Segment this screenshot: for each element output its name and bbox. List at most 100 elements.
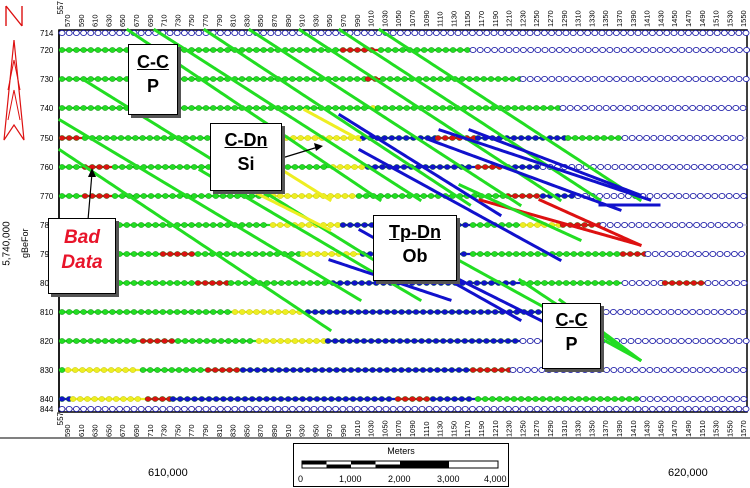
station bbox=[328, 251, 335, 257]
station bbox=[130, 280, 138, 286]
line-label: 760 bbox=[40, 163, 54, 172]
empty-station bbox=[689, 192, 697, 200]
station bbox=[405, 309, 412, 315]
empty-station bbox=[728, 405, 736, 413]
ruler-bottom-tick: 1170 bbox=[463, 421, 472, 437]
empty-station bbox=[621, 221, 629, 229]
empty-station bbox=[490, 405, 498, 413]
empty-station bbox=[660, 192, 668, 200]
station bbox=[271, 280, 278, 286]
empty-station bbox=[317, 29, 325, 37]
empty-station bbox=[566, 104, 574, 112]
empty-station bbox=[65, 405, 73, 413]
empty-station bbox=[461, 29, 469, 37]
easting-label-right: 620,000 bbox=[668, 467, 708, 479]
station bbox=[201, 251, 209, 257]
empty-station bbox=[224, 29, 232, 37]
empty-station bbox=[742, 75, 750, 83]
station bbox=[579, 135, 586, 141]
station bbox=[233, 367, 241, 373]
callout-line2: P bbox=[565, 334, 578, 354]
empty-station bbox=[653, 308, 661, 316]
station bbox=[263, 280, 271, 286]
empty-station bbox=[468, 29, 476, 37]
empty-station bbox=[631, 366, 639, 374]
station bbox=[133, 193, 140, 199]
empty-station bbox=[260, 29, 268, 37]
station bbox=[402, 396, 409, 402]
station bbox=[224, 47, 231, 53]
station bbox=[105, 396, 113, 402]
empty-station bbox=[533, 29, 541, 37]
station bbox=[297, 135, 304, 141]
station bbox=[303, 76, 310, 82]
empty-station bbox=[188, 29, 196, 37]
station bbox=[496, 396, 503, 402]
station bbox=[296, 47, 303, 53]
ruler-bottom-tick: 1490 bbox=[684, 420, 693, 437]
station bbox=[76, 396, 84, 402]
station bbox=[100, 367, 108, 373]
empty-station bbox=[603, 192, 611, 200]
station bbox=[65, 105, 73, 111]
ruler-bottom-tick: 590 bbox=[63, 424, 72, 437]
station bbox=[159, 222, 167, 228]
empty-station bbox=[504, 405, 512, 413]
empty-station bbox=[663, 337, 671, 345]
station bbox=[152, 222, 159, 228]
station bbox=[339, 222, 347, 228]
empty-station bbox=[713, 75, 721, 83]
empty-station bbox=[663, 29, 671, 37]
station bbox=[389, 105, 396, 111]
empty-station bbox=[491, 46, 499, 54]
empty-station bbox=[725, 308, 733, 316]
empty-station bbox=[389, 405, 397, 413]
station bbox=[459, 76, 466, 82]
station bbox=[237, 251, 245, 257]
station bbox=[332, 338, 339, 344]
empty-station bbox=[296, 405, 304, 413]
station bbox=[456, 309, 463, 315]
station bbox=[518, 396, 525, 402]
station bbox=[154, 367, 161, 373]
empty-station bbox=[638, 308, 646, 316]
station bbox=[116, 47, 123, 53]
empty-station bbox=[159, 405, 167, 413]
empty-station bbox=[173, 405, 181, 413]
station bbox=[101, 309, 109, 315]
station bbox=[510, 396, 518, 402]
empty-station bbox=[569, 29, 577, 37]
station bbox=[354, 105, 361, 111]
station bbox=[270, 396, 277, 402]
empty-station bbox=[714, 46, 722, 54]
station bbox=[159, 251, 167, 257]
empty-station bbox=[624, 366, 632, 374]
empty-station bbox=[303, 405, 311, 413]
station bbox=[173, 280, 181, 286]
ruler-top-tick: 910 bbox=[298, 14, 307, 27]
station bbox=[203, 338, 211, 344]
empty-station bbox=[224, 405, 232, 413]
station bbox=[554, 396, 561, 402]
empty-station bbox=[591, 405, 599, 413]
empty-station bbox=[490, 29, 498, 37]
station bbox=[427, 367, 434, 373]
station bbox=[385, 396, 393, 402]
empty-station bbox=[738, 250, 746, 258]
station bbox=[398, 309, 405, 315]
ruler-top-tick: 790 bbox=[215, 14, 224, 27]
empty-station bbox=[267, 405, 275, 413]
station bbox=[434, 309, 441, 315]
scale-label-4000: 4,000 bbox=[484, 474, 507, 484]
empty-station bbox=[711, 395, 719, 403]
station bbox=[139, 338, 147, 344]
empty-station bbox=[598, 405, 606, 413]
station bbox=[570, 251, 577, 257]
callout-line2: Data bbox=[61, 252, 103, 273]
empty-station bbox=[732, 104, 740, 112]
empty-station bbox=[641, 405, 649, 413]
station bbox=[434, 135, 442, 141]
station bbox=[606, 280, 613, 286]
empty-station bbox=[604, 163, 612, 171]
scale-label-0: 0 bbox=[298, 474, 304, 484]
